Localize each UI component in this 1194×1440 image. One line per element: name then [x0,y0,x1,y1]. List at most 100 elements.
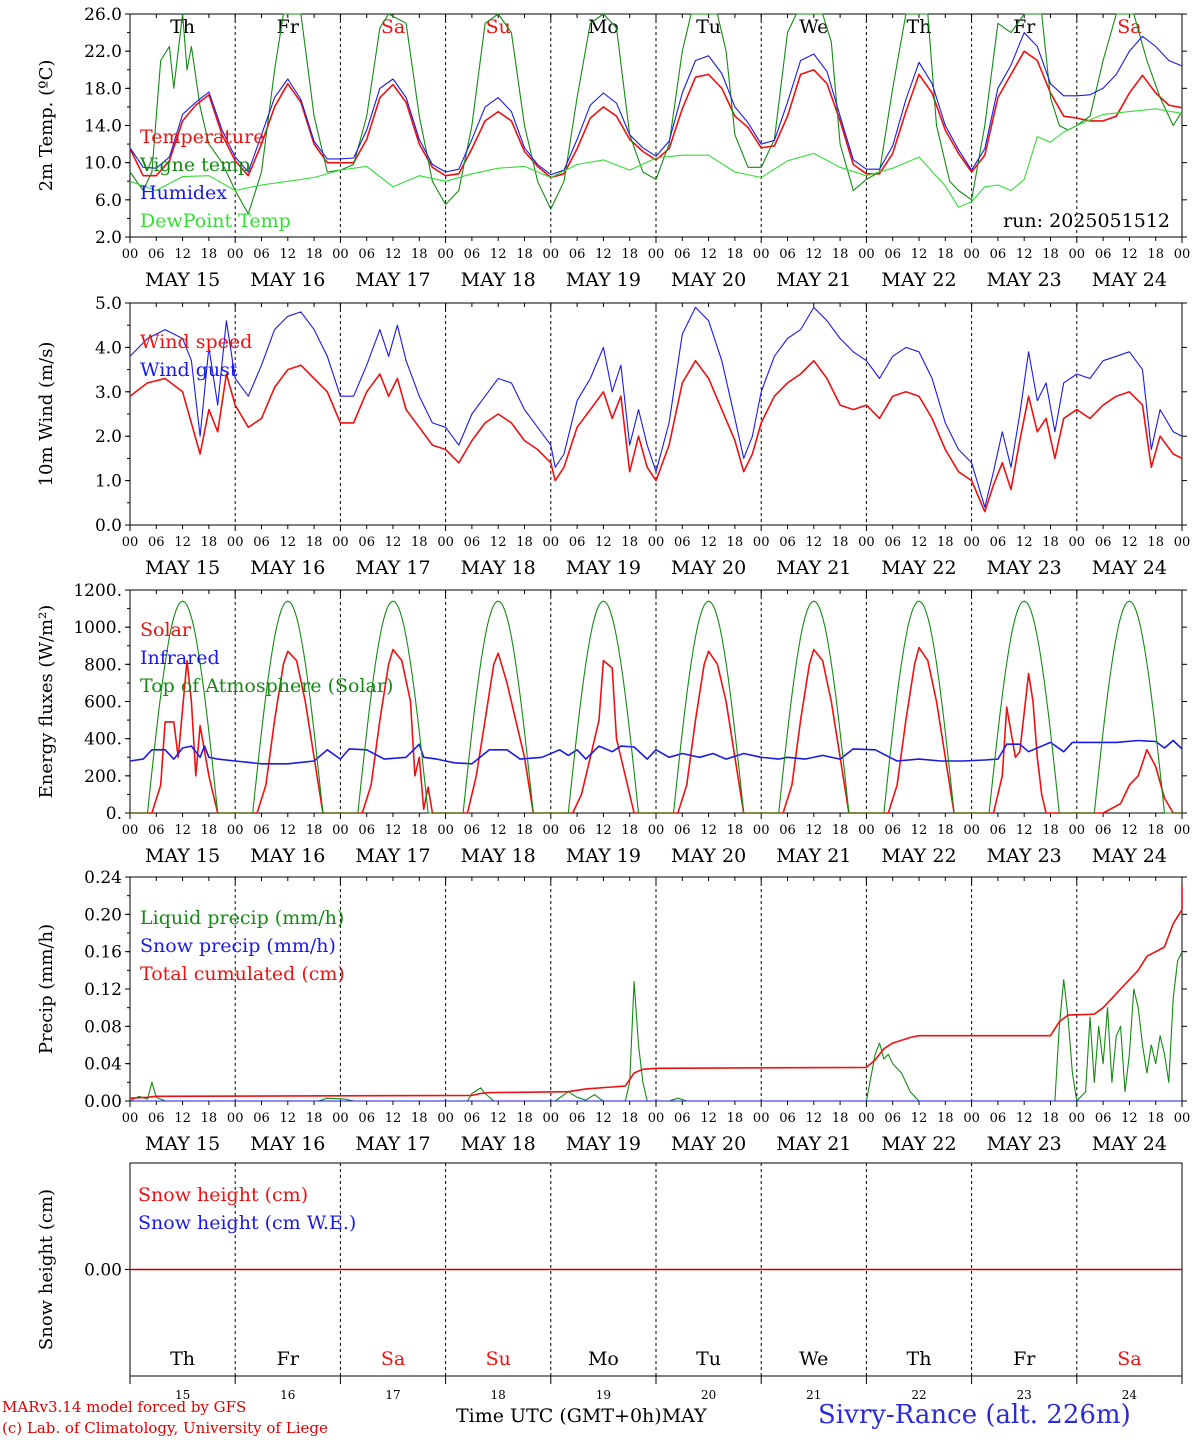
x-hour-label: 12 [700,535,717,550]
x-hour-label: 00 [332,1111,349,1126]
x-hour-label: 06 [884,247,901,262]
y-tick-label: 6.0 [95,191,122,211]
legend-entry: Snow height (cm W.E.) [138,1212,356,1234]
time-axis-label: Time UTC (GMT+0h)MAY [456,1405,707,1427]
day-name-label: We [799,1348,828,1370]
panel-5: 0.00 Snow height (cm) 15 16 17 18 19 20 21 22 23 24… [36,1162,1183,1402]
x-hour-label: 06 [148,1111,165,1126]
x-hour-label: 06 [779,535,796,550]
series-line-dewpoint-temp [129,108,1183,208]
x-hour-label: 00 [122,1111,139,1126]
x-hour-label: 00 [648,823,665,838]
y-tick-label: 18.0 [84,79,122,99]
date-label: MAY 18 [461,845,536,867]
x-hour-label: 06 [569,823,586,838]
legend-entry: Total cumulated (cm) [140,963,345,985]
x-hour-label: 12 [1016,535,1033,550]
y-tick-label: 600. [84,693,122,713]
date-label: MAY 16 [250,557,325,579]
x-hour-label: 18 [411,1111,428,1126]
x-hour-label: 00 [648,1111,665,1126]
x-hour-label: 06 [253,823,270,838]
series-line-wind-gust [129,306,1183,508]
day-name-label: Mo [588,16,619,38]
x-hour-label: 18 [516,1111,533,1126]
x-hour-label: 18 [832,535,849,550]
date-label: MAY 15 [145,1133,220,1155]
x-hour-label: 18 [1147,823,1164,838]
panel-4: 0.00 0.04 0.08 0.12 0.16 0.20 0.24 Precip (mm/h… [36,868,1190,1155]
x-hour-label: 06 [674,247,691,262]
x-hour-label: 06 [464,823,481,838]
y-tick-label: 0.16 [84,943,122,963]
day-name-label: Fr [1013,1348,1036,1370]
x-hour-label: 06 [990,247,1007,262]
date-label: MAY 21 [776,1133,851,1155]
x-hour-label: 06 [1095,1111,1112,1126]
x-hour-label: 00 [858,247,875,262]
x-hour-label: 06 [148,535,165,550]
day-number-label: 16 [280,1388,295,1402]
x-hour-label: 00 [963,535,980,550]
day-number-label: 15 [175,1388,190,1402]
date-label: MAY 19 [566,1133,641,1155]
y-axis-label: Precip (mm/h) [36,924,57,1054]
x-hour-label: 18 [516,823,533,838]
x-hour-label: 12 [700,823,717,838]
x-hour-label: 18 [727,247,744,262]
x-hour-label: 18 [727,1111,744,1126]
x-hour-label: 00 [543,535,560,550]
y-axis-label: 10m Wind (m/s) [36,342,57,487]
series-line-vigne-temp [129,13,1183,215]
x-hour-label: 12 [1016,823,1033,838]
x-hour-label: 00 [437,247,454,262]
x-hour-label: 12 [490,1111,507,1126]
date-label: MAY 19 [566,557,641,579]
date-label: MAY 21 [776,269,851,291]
panel-2: 0.0 1.0 2.0 3.0 4.0 5.0 10m Wind (m/s) 00 06 12 18… [36,294,1190,579]
series-line-infrared [129,739,1183,765]
x-hour-label: 18 [1042,535,1059,550]
y-tick-label: 1000. [73,618,122,638]
panel-3: 0. 200. 400. 600. 800. 1000. 1200. Energy fluxe… [36,581,1190,867]
x-hour-label: 12 [700,1111,717,1126]
x-hour-label: 06 [358,535,375,550]
x-hour-label: 18 [516,247,533,262]
x-hour-label: 18 [937,823,954,838]
panel-frame [129,13,1183,238]
y-tick-label: 1.0 [95,472,122,492]
day-name-label: We [799,16,828,38]
x-hour-label: 06 [253,247,270,262]
x-hour-label: 00 [227,535,244,550]
x-hour-label: 18 [306,823,323,838]
x-hour-label: 12 [280,247,297,262]
y-tick-label: 0.12 [84,980,122,1000]
date-label: MAY 16 [250,269,325,291]
x-hour-label: 00 [858,535,875,550]
x-hour-label: 18 [1042,823,1059,838]
x-hour-label: 12 [1016,1111,1033,1126]
day-name-label: Tu [696,1348,721,1370]
x-hour-label: 12 [806,823,823,838]
series-line-top-of-atmosphere-solar- [130,600,1182,814]
x-hour-label: 06 [990,1111,1007,1126]
legend-entry: Wind speed [140,331,252,353]
day-name-label: Th [170,16,195,38]
x-hour-label: 00 [963,823,980,838]
y-tick-label: 14.0 [84,117,122,137]
y-axis-label: 2m Temp. (ºC) [36,60,57,192]
x-hour-label: 12 [174,535,191,550]
legend-entry: Snow precip (mm/h) [140,935,336,957]
x-hour-label: 06 [569,535,586,550]
y-tick-label: 2.0 [95,427,122,447]
y-tick-label: 0.08 [84,1017,122,1037]
x-hour-label: 00 [753,535,770,550]
date-label: MAY 16 [250,845,325,867]
y-tick-label: 4.0 [95,338,122,358]
date-label: MAY 17 [355,557,430,579]
day-number-label: 23 [1017,1388,1032,1402]
y-tick-label: 200. [84,767,122,787]
x-hour-label: 12 [1016,247,1033,262]
series-line-wind-speed [129,359,1183,513]
